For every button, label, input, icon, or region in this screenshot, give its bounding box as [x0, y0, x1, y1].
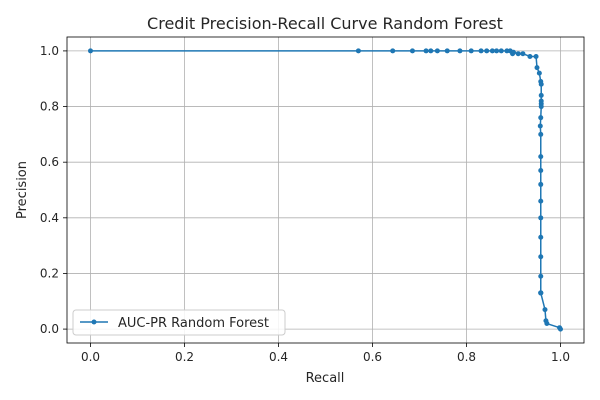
data-point — [478, 48, 484, 54]
chart-title: Credit Precision-Recall Curve Random For… — [147, 14, 503, 33]
data-point — [494, 48, 500, 54]
data-point — [527, 53, 533, 59]
data-point — [423, 48, 429, 54]
legend-frame — [72, 309, 286, 336]
data-point — [538, 81, 544, 87]
x-tick-label: 0.2 — [175, 350, 194, 364]
data-point — [88, 48, 93, 54]
data-point — [538, 215, 544, 221]
legend: AUC-PR Random Forest — [72, 309, 286, 336]
data-point — [538, 115, 544, 121]
data-point — [536, 70, 542, 76]
data-point — [390, 48, 396, 54]
data-point — [538, 131, 544, 137]
series-layer — [88, 48, 563, 332]
x-tick-label: 0.8 — [457, 350, 476, 364]
data-point — [520, 51, 526, 57]
y-tick-label: 0.4 — [40, 211, 59, 225]
data-point — [538, 273, 544, 279]
x-tick-label: 0.6 — [363, 350, 382, 364]
data-point — [444, 48, 450, 54]
data-point — [434, 48, 440, 54]
data-point — [534, 65, 540, 71]
data-point — [538, 254, 544, 260]
data-point — [533, 53, 539, 59]
data-point — [538, 104, 544, 110]
data-point — [355, 48, 361, 54]
y-tick-label: 0.6 — [40, 155, 59, 169]
data-point — [538, 92, 544, 98]
data-point — [538, 168, 544, 174]
data-point — [428, 48, 434, 54]
data-point — [542, 307, 548, 313]
data-point — [537, 123, 543, 129]
x-tick-label: 0.4 — [269, 350, 288, 364]
axes-layer: 0.0 0.2 0.4 0.6 0.8 1.0 0.0 0.2 0.4 0.6 0.8 1.0 — [40, 36, 585, 364]
data-point — [489, 48, 495, 54]
data-point — [544, 321, 550, 327]
data-point — [468, 48, 474, 54]
data-point — [484, 48, 490, 54]
legend-marker-swatch — [91, 319, 97, 325]
y-tick-label: 0.8 — [40, 100, 59, 114]
data-point — [558, 326, 563, 332]
data-point — [409, 48, 415, 54]
data-point — [538, 234, 544, 240]
y-tick-label: 1.0 — [40, 44, 59, 58]
data-point — [511, 49, 516, 55]
data-point — [457, 48, 463, 54]
x-axis-label: Recall — [306, 371, 345, 386]
data-point — [515, 51, 521, 57]
y-tick-label: 0.0 — [40, 322, 59, 336]
y-tick-label: 0.2 — [40, 266, 59, 280]
legend-label: AUC-PR Random Forest — [118, 316, 269, 331]
plot-frame — [66, 36, 585, 344]
y-axis-label: Precision — [15, 161, 30, 219]
data-point — [538, 154, 544, 160]
x-tick-label: 0.0 — [81, 350, 100, 364]
data-point — [498, 48, 504, 54]
x-tick-label: 1.0 — [551, 350, 570, 364]
data-point — [538, 198, 544, 204]
data-point — [538, 181, 544, 187]
data-point — [538, 290, 544, 296]
